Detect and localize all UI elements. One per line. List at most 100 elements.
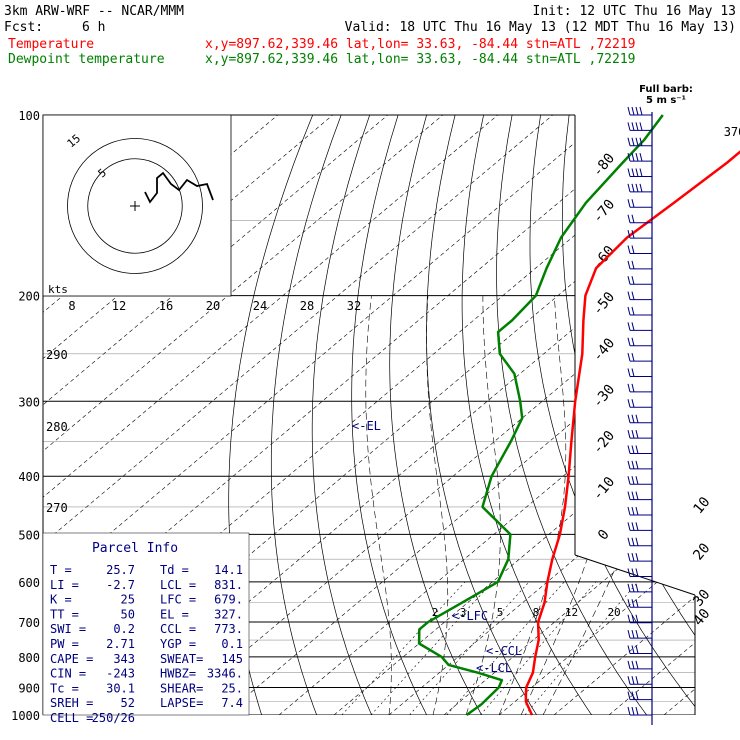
- level-marker-label: <-EL: [352, 419, 381, 433]
- forecast-hour: 6 h: [82, 20, 105, 35]
- wind-barb: [627, 368, 652, 378]
- mixing-ratio-line: [524, 581, 639, 715]
- wind-barb-feather: [627, 183, 631, 193]
- wind-barb-feather: [635, 122, 639, 131]
- parcel-info-title: Parcel Info: [92, 541, 178, 556]
- dry-adiabat-line: [389, 115, 483, 715]
- moist-adiabat-line: [426, 295, 449, 715]
- wind-barb: [627, 214, 652, 224]
- hodograph-trace: [144, 171, 214, 204]
- dry-adiabat-line: [682, 115, 695, 715]
- isotherm-line: [223, 115, 695, 715]
- wind-barb: [627, 322, 652, 331]
- mixing-ratio-line: [480, 581, 597, 715]
- parcel-info-key: T =: [50, 563, 72, 577]
- wind-barb: [627, 676, 652, 685]
- pressure-tick-label: 500: [18, 528, 40, 542]
- wind-barb: [627, 183, 652, 193]
- isotherm-line: [168, 115, 695, 715]
- temperature-tick-label: 40: [690, 606, 713, 629]
- pressure-tick-label: 700: [18, 616, 40, 630]
- mixing-ratio-label: 12: [565, 606, 578, 619]
- wind-barb-feather: [631, 629, 635, 639]
- wind-barb-feather: [639, 183, 643, 193]
- wind-barb-feather: [627, 429, 631, 439]
- parcel-info-value: -2.7: [106, 578, 135, 592]
- mixing-ratio-line: [341, 581, 466, 715]
- wind-barb-feather: [627, 537, 631, 546]
- wind-barb-feather: [631, 414, 635, 423]
- wind-barb: [627, 645, 652, 654]
- dewpoint-legend-label: Dewpoint temperature: [8, 52, 165, 67]
- parcel-info-key: LFC =: [160, 593, 196, 607]
- wind-barb-feather: [627, 368, 631, 377]
- hodograph-speed-label: 20: [206, 299, 220, 313]
- isotherm-line: [553, 115, 695, 715]
- parcel-info-value: 145: [221, 652, 243, 666]
- wind-barb-feather: [631, 506, 635, 516]
- wind-barb-feather: [631, 599, 635, 608]
- dewpoint-legend-info: x,y=897.62,339.46 lat,lon= 33.63, -84.44…: [205, 52, 635, 67]
- pressure-tick-label: 1000: [11, 709, 40, 723]
- potential-temperature-labels: 370380390400410420430440290280270: [46, 125, 740, 515]
- theta-label: 370: [724, 125, 740, 139]
- wind-barb-feather: [627, 506, 631, 516]
- wind-barb-feather: [631, 537, 635, 546]
- wind-barb: [627, 537, 652, 547]
- wind-barb-feather: [635, 676, 639, 685]
- wind-barb-feather: [631, 199, 635, 208]
- dry-adiabat-line: [426, 115, 537, 715]
- hodograph-speed-label: 28: [300, 299, 314, 313]
- moist-adiabat-lines: [365, 295, 683, 715]
- wind-barb: [627, 291, 652, 301]
- isotherm-line: [608, 115, 695, 715]
- wind-barb-feather: [635, 491, 639, 500]
- pressure-tick-label: 200: [18, 290, 40, 304]
- hodograph-speed-label: 12: [112, 299, 126, 313]
- wind-barb-feather: [631, 368, 635, 377]
- pressure-axis: 100 200 300 400 500 600 700 800 900 1000: [11, 109, 40, 723]
- pressure-tick-label: 800: [18, 651, 40, 665]
- temperature-tick-label: -30: [590, 382, 619, 412]
- wind-barb-feather: [627, 414, 631, 423]
- dry-adiabat-line: [461, 115, 592, 715]
- wind-barb: [627, 199, 652, 208]
- wind-barb-feather: [631, 522, 635, 531]
- wind-barb-feather: [635, 614, 639, 623]
- wind-barb: [627, 399, 652, 408]
- temperature-tick-label: 30: [690, 587, 713, 610]
- parcel-info-value: 327.: [214, 607, 243, 621]
- parcel-info-value: 30.1: [106, 681, 135, 695]
- mixing-ratio-label: 20: [607, 606, 620, 619]
- hodograph-ring: [67, 138, 203, 274]
- wind-barb-feather: [635, 153, 639, 162]
- wind-barb-feather: [631, 460, 635, 469]
- wind-barb: [627, 491, 652, 501]
- wind-barb: [627, 168, 652, 178]
- wind-barb-feather: [627, 614, 631, 623]
- parcel-info-value: 7.4: [221, 696, 243, 710]
- wind-barb: [627, 153, 652, 162]
- theta-side-label: 270: [46, 501, 68, 515]
- wind-barb-feather: [631, 260, 635, 269]
- temperature-tick-label: 20: [690, 540, 713, 563]
- parcel-info-key: EL =: [160, 607, 189, 621]
- wind-barb-feather: [627, 353, 631, 362]
- parcel-info-value: 250/26: [92, 711, 135, 725]
- wind-barb-feather: [627, 445, 631, 454]
- wind-barb-feather: [631, 245, 635, 254]
- parcel-info-key: K =: [50, 593, 72, 607]
- wind-barb-feather: [639, 137, 643, 146]
- wind-barb-feather: [635, 506, 639, 516]
- level-marker-label: <-CCL: [486, 644, 522, 658]
- header: 3km ARW-WRF -- NCAR/MMM Init: 12 UTC Thu…: [4, 4, 736, 106]
- temperature-tick-label: -60: [590, 243, 619, 273]
- parcel-info-key: Td =: [160, 563, 189, 577]
- wind-barb-feather: [635, 706, 639, 716]
- wind-barb-feather: [631, 291, 635, 300]
- isotherm-line: [43, 115, 608, 715]
- valid-time: Valid: 18 UTC Thu 16 May 13 (12 MDT Thu …: [345, 20, 736, 35]
- wind-barb-feather: [635, 691, 639, 700]
- pressure-tick-label: 300: [18, 395, 40, 409]
- wind-barb: [627, 691, 652, 701]
